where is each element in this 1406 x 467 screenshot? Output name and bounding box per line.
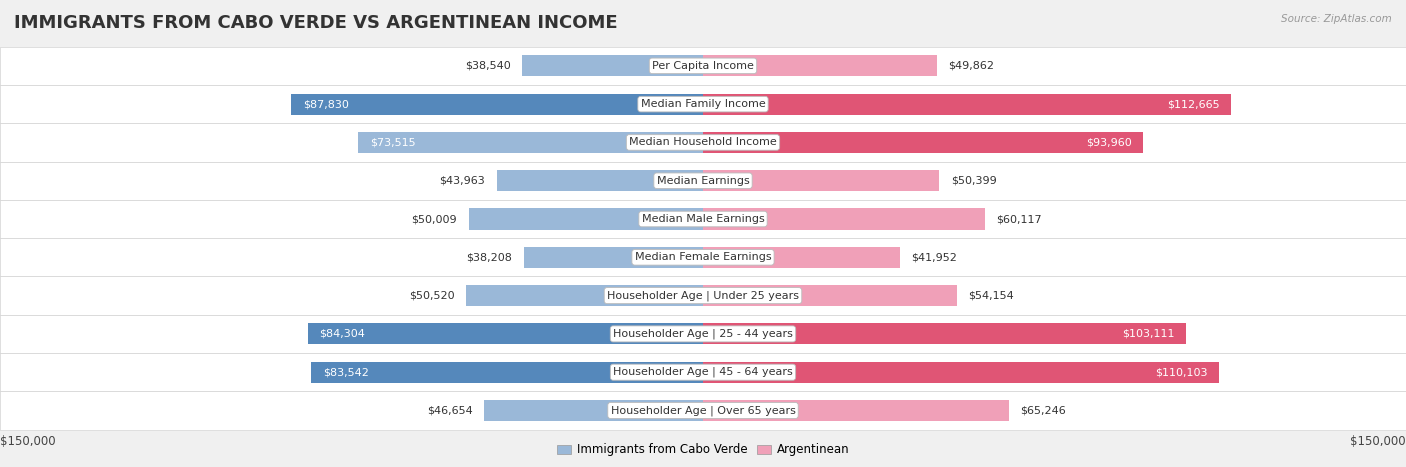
FancyBboxPatch shape <box>0 238 1406 276</box>
Text: Source: ZipAtlas.com: Source: ZipAtlas.com <box>1281 14 1392 24</box>
Bar <box>703 361 1219 383</box>
Text: $38,208: $38,208 <box>467 252 512 262</box>
Text: Median Earnings: Median Earnings <box>657 176 749 186</box>
Text: $50,520: $50,520 <box>409 290 454 301</box>
Bar <box>523 55 703 77</box>
Text: $65,246: $65,246 <box>1021 405 1066 416</box>
Text: Householder Age | Over 65 years: Householder Age | Over 65 years <box>610 405 796 416</box>
FancyBboxPatch shape <box>0 123 1406 162</box>
Bar <box>703 400 1008 421</box>
Text: $41,952: $41,952 <box>911 252 957 262</box>
Text: $87,830: $87,830 <box>304 99 349 109</box>
Text: $112,665: $112,665 <box>1167 99 1219 109</box>
FancyBboxPatch shape <box>0 315 1406 353</box>
Text: $93,960: $93,960 <box>1085 137 1132 148</box>
FancyBboxPatch shape <box>0 391 1406 430</box>
Text: Householder Age | Under 25 years: Householder Age | Under 25 years <box>607 290 799 301</box>
FancyBboxPatch shape <box>0 47 1406 85</box>
Text: $73,515: $73,515 <box>370 137 416 148</box>
Text: $150,000: $150,000 <box>0 435 56 448</box>
Text: $103,111: $103,111 <box>1122 329 1174 339</box>
Legend: Immigrants from Cabo Verde, Argentinean: Immigrants from Cabo Verde, Argentinean <box>553 439 853 461</box>
Bar <box>703 323 1187 345</box>
Text: IMMIGRANTS FROM CABO VERDE VS ARGENTINEAN INCOME: IMMIGRANTS FROM CABO VERDE VS ARGENTINEA… <box>14 14 617 32</box>
Text: Median Female Earnings: Median Female Earnings <box>634 252 772 262</box>
Bar <box>468 208 703 230</box>
Text: $43,963: $43,963 <box>440 176 485 186</box>
Bar <box>308 323 703 345</box>
Bar <box>524 247 703 268</box>
Text: $150,000: $150,000 <box>1350 435 1406 448</box>
Text: Householder Age | 25 - 44 years: Householder Age | 25 - 44 years <box>613 329 793 339</box>
Text: $60,117: $60,117 <box>997 214 1042 224</box>
Bar <box>703 285 957 306</box>
Text: $49,862: $49,862 <box>949 61 994 71</box>
FancyBboxPatch shape <box>0 85 1406 123</box>
Text: $50,009: $50,009 <box>412 214 457 224</box>
Text: $46,654: $46,654 <box>427 405 472 416</box>
Text: Median Family Income: Median Family Income <box>641 99 765 109</box>
Text: $38,540: $38,540 <box>465 61 510 71</box>
Bar <box>703 170 939 191</box>
Bar <box>703 247 900 268</box>
Text: $50,399: $50,399 <box>950 176 997 186</box>
Text: Per Capita Income: Per Capita Income <box>652 61 754 71</box>
Bar <box>703 208 984 230</box>
Text: $83,542: $83,542 <box>323 367 368 377</box>
Text: $110,103: $110,103 <box>1154 367 1208 377</box>
Text: Householder Age | 45 - 64 years: Householder Age | 45 - 64 years <box>613 367 793 377</box>
Text: $84,304: $84,304 <box>319 329 366 339</box>
Bar <box>484 400 703 421</box>
FancyBboxPatch shape <box>0 162 1406 200</box>
Bar <box>467 285 703 306</box>
Bar <box>703 55 936 77</box>
FancyBboxPatch shape <box>0 200 1406 238</box>
Bar <box>291 93 703 115</box>
Bar <box>312 361 703 383</box>
Bar <box>496 170 703 191</box>
Text: Median Household Income: Median Household Income <box>628 137 778 148</box>
Text: $54,154: $54,154 <box>969 290 1014 301</box>
Bar <box>703 93 1232 115</box>
Bar <box>359 132 703 153</box>
Bar <box>703 132 1143 153</box>
FancyBboxPatch shape <box>0 276 1406 315</box>
FancyBboxPatch shape <box>0 353 1406 391</box>
Text: Median Male Earnings: Median Male Earnings <box>641 214 765 224</box>
